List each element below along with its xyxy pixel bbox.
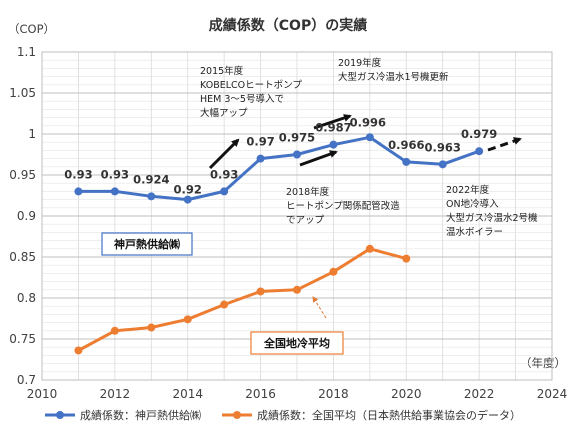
legend-kobe-label: 成績係数：神戸熱供給㈱ (80, 408, 201, 422)
annotation-2015-line4: 大幅アップ (200, 107, 248, 119)
series-line-0 (78, 135, 480, 202)
annotation-2015-line3: HEM 3～5号導入で (200, 93, 284, 105)
y-tick-label: 0.95 (9, 168, 36, 182)
series-1-point (110, 326, 119, 335)
data-label: 0.987 (315, 121, 351, 135)
series-0-point (74, 187, 83, 196)
x-tick-label: 2016 (245, 387, 276, 401)
annotation-2018-line3: でアップ (286, 215, 325, 226)
series-1-point (329, 267, 338, 276)
y-axis-unit: （COP） (8, 22, 55, 36)
annotation-2015-line1: 2015年度 (200, 65, 244, 77)
national-label: 全国地冷平均 (263, 336, 330, 350)
plot-area-border (41, 51, 553, 381)
series-layer (74, 133, 484, 355)
y-tick-label: 0.75 (9, 332, 36, 346)
y-tick-label: 0.7 (17, 373, 36, 387)
annotation-2022-line2: ON地冷導入 (446, 198, 499, 210)
data-label: 0.93 (210, 167, 238, 181)
data-label: 0.92 (174, 183, 202, 197)
annotation-2015-line2: KOBELCOヒートポンプ (200, 80, 302, 91)
annotation-2022-line3: 大型ガス冷温水2号機 (446, 212, 538, 224)
data-label: 0.93 (101, 167, 129, 181)
series-0-point (438, 160, 447, 169)
kobe-label: 神戸熱供給㈱ (114, 237, 180, 251)
series-0-point (256, 154, 265, 163)
series-0-point (183, 195, 192, 204)
x-tick-label: 2022 (464, 387, 495, 401)
annotations: 2015年度 KOBELCOヒートポンプ HEM 3～5号導入で 大幅アップ 2… (101, 57, 538, 355)
series-1-point (293, 285, 301, 294)
chart-title: 成績係数（COP）の実績 (209, 17, 367, 34)
series-0-point (475, 147, 484, 156)
y-tick-labels: 0.7 0.75 0.8 0.85 0.9 0.95 1 1.05 1.1 (9, 45, 36, 387)
series-0-point (220, 187, 229, 196)
arrow-2018 (299, 150, 338, 167)
series-0-point (402, 157, 411, 166)
series-0-point (365, 133, 374, 142)
national-label-box (250, 331, 344, 355)
annotation-2019-line2: 大型ガス冷温水1号機更新 (338, 71, 449, 83)
series-1-point (256, 287, 265, 296)
series-1-point (365, 244, 374, 253)
series-0-point (293, 150, 301, 159)
x-tick-label: 2010 (27, 387, 58, 401)
series-1-point (183, 315, 192, 324)
x-axis-unit: （年度） (520, 356, 566, 370)
data-label: 0.963 (425, 140, 461, 154)
annotation-2018-line2: ヒートポンプ関係配管改造 (286, 200, 400, 212)
series-0-point (329, 140, 338, 149)
annotation-2022-line1: 2022年度 (446, 184, 490, 196)
annotation-2018-line1: 2018年度 (286, 186, 330, 198)
x-tick-label: 2020 (391, 387, 422, 401)
series-1-point (402, 254, 411, 263)
series-line-1 (77, 247, 407, 352)
series-0-point (110, 187, 119, 196)
x-tick-label: 2024 (537, 387, 568, 401)
kobe-label-box (101, 232, 193, 256)
x-tick-label: 2018 (318, 387, 349, 401)
data-label: 0.924 (133, 172, 169, 186)
data-label: 0.966 (388, 138, 424, 152)
data-label: 0.975 (279, 131, 315, 145)
data-label: 0.979 (461, 127, 497, 141)
arrow-2019 (313, 114, 352, 130)
series-1-point (74, 346, 83, 355)
arrow-national (312, 296, 327, 319)
y-tick-label: 0.8 (17, 291, 36, 305)
y-tick-label: 1.05 (9, 86, 36, 100)
data-labels: 0.93 0.93 0.924 0.92 0.93 0.97 0.9750.9870.996… (64, 115, 497, 196)
x-tick-label: 2012 (100, 387, 131, 401)
legend-kobe-marker (56, 411, 64, 419)
legend: 成績係数：神戸熱供給㈱ 成績係数：全国平均（日本熱供給事業協会のデータ） (45, 408, 521, 422)
y-tick-label: 1.1 (17, 45, 36, 59)
arrow-2015 (208, 138, 240, 170)
data-label: 0.93 (64, 167, 92, 181)
arrow-2022-future (487, 137, 522, 152)
series-1-point (147, 323, 156, 332)
y-tick-label: 0.85 (9, 250, 36, 264)
annotation-2019-line1: 2019年度 (338, 57, 382, 69)
y-tick-label: 1 (28, 127, 36, 141)
series-0-point (147, 192, 156, 201)
legend-national-label: 成績係数：全国平均（日本熱供給事業協会のデータ） (257, 408, 521, 422)
x-tick-label: 2014 (172, 387, 203, 401)
legend-national-marker (233, 411, 241, 419)
grid (41, 51, 553, 381)
data-label: 0.97 (246, 135, 274, 149)
annotation-2022-line4: 温水ボイラー (446, 226, 503, 238)
data-label: 0.996 (350, 115, 386, 129)
y-tick-label: 0.9 (17, 209, 36, 223)
x-tick-labels: 2010 2012 2014 2016 2018 2020 2022 2024 (27, 387, 568, 401)
series-1-point (220, 300, 229, 309)
